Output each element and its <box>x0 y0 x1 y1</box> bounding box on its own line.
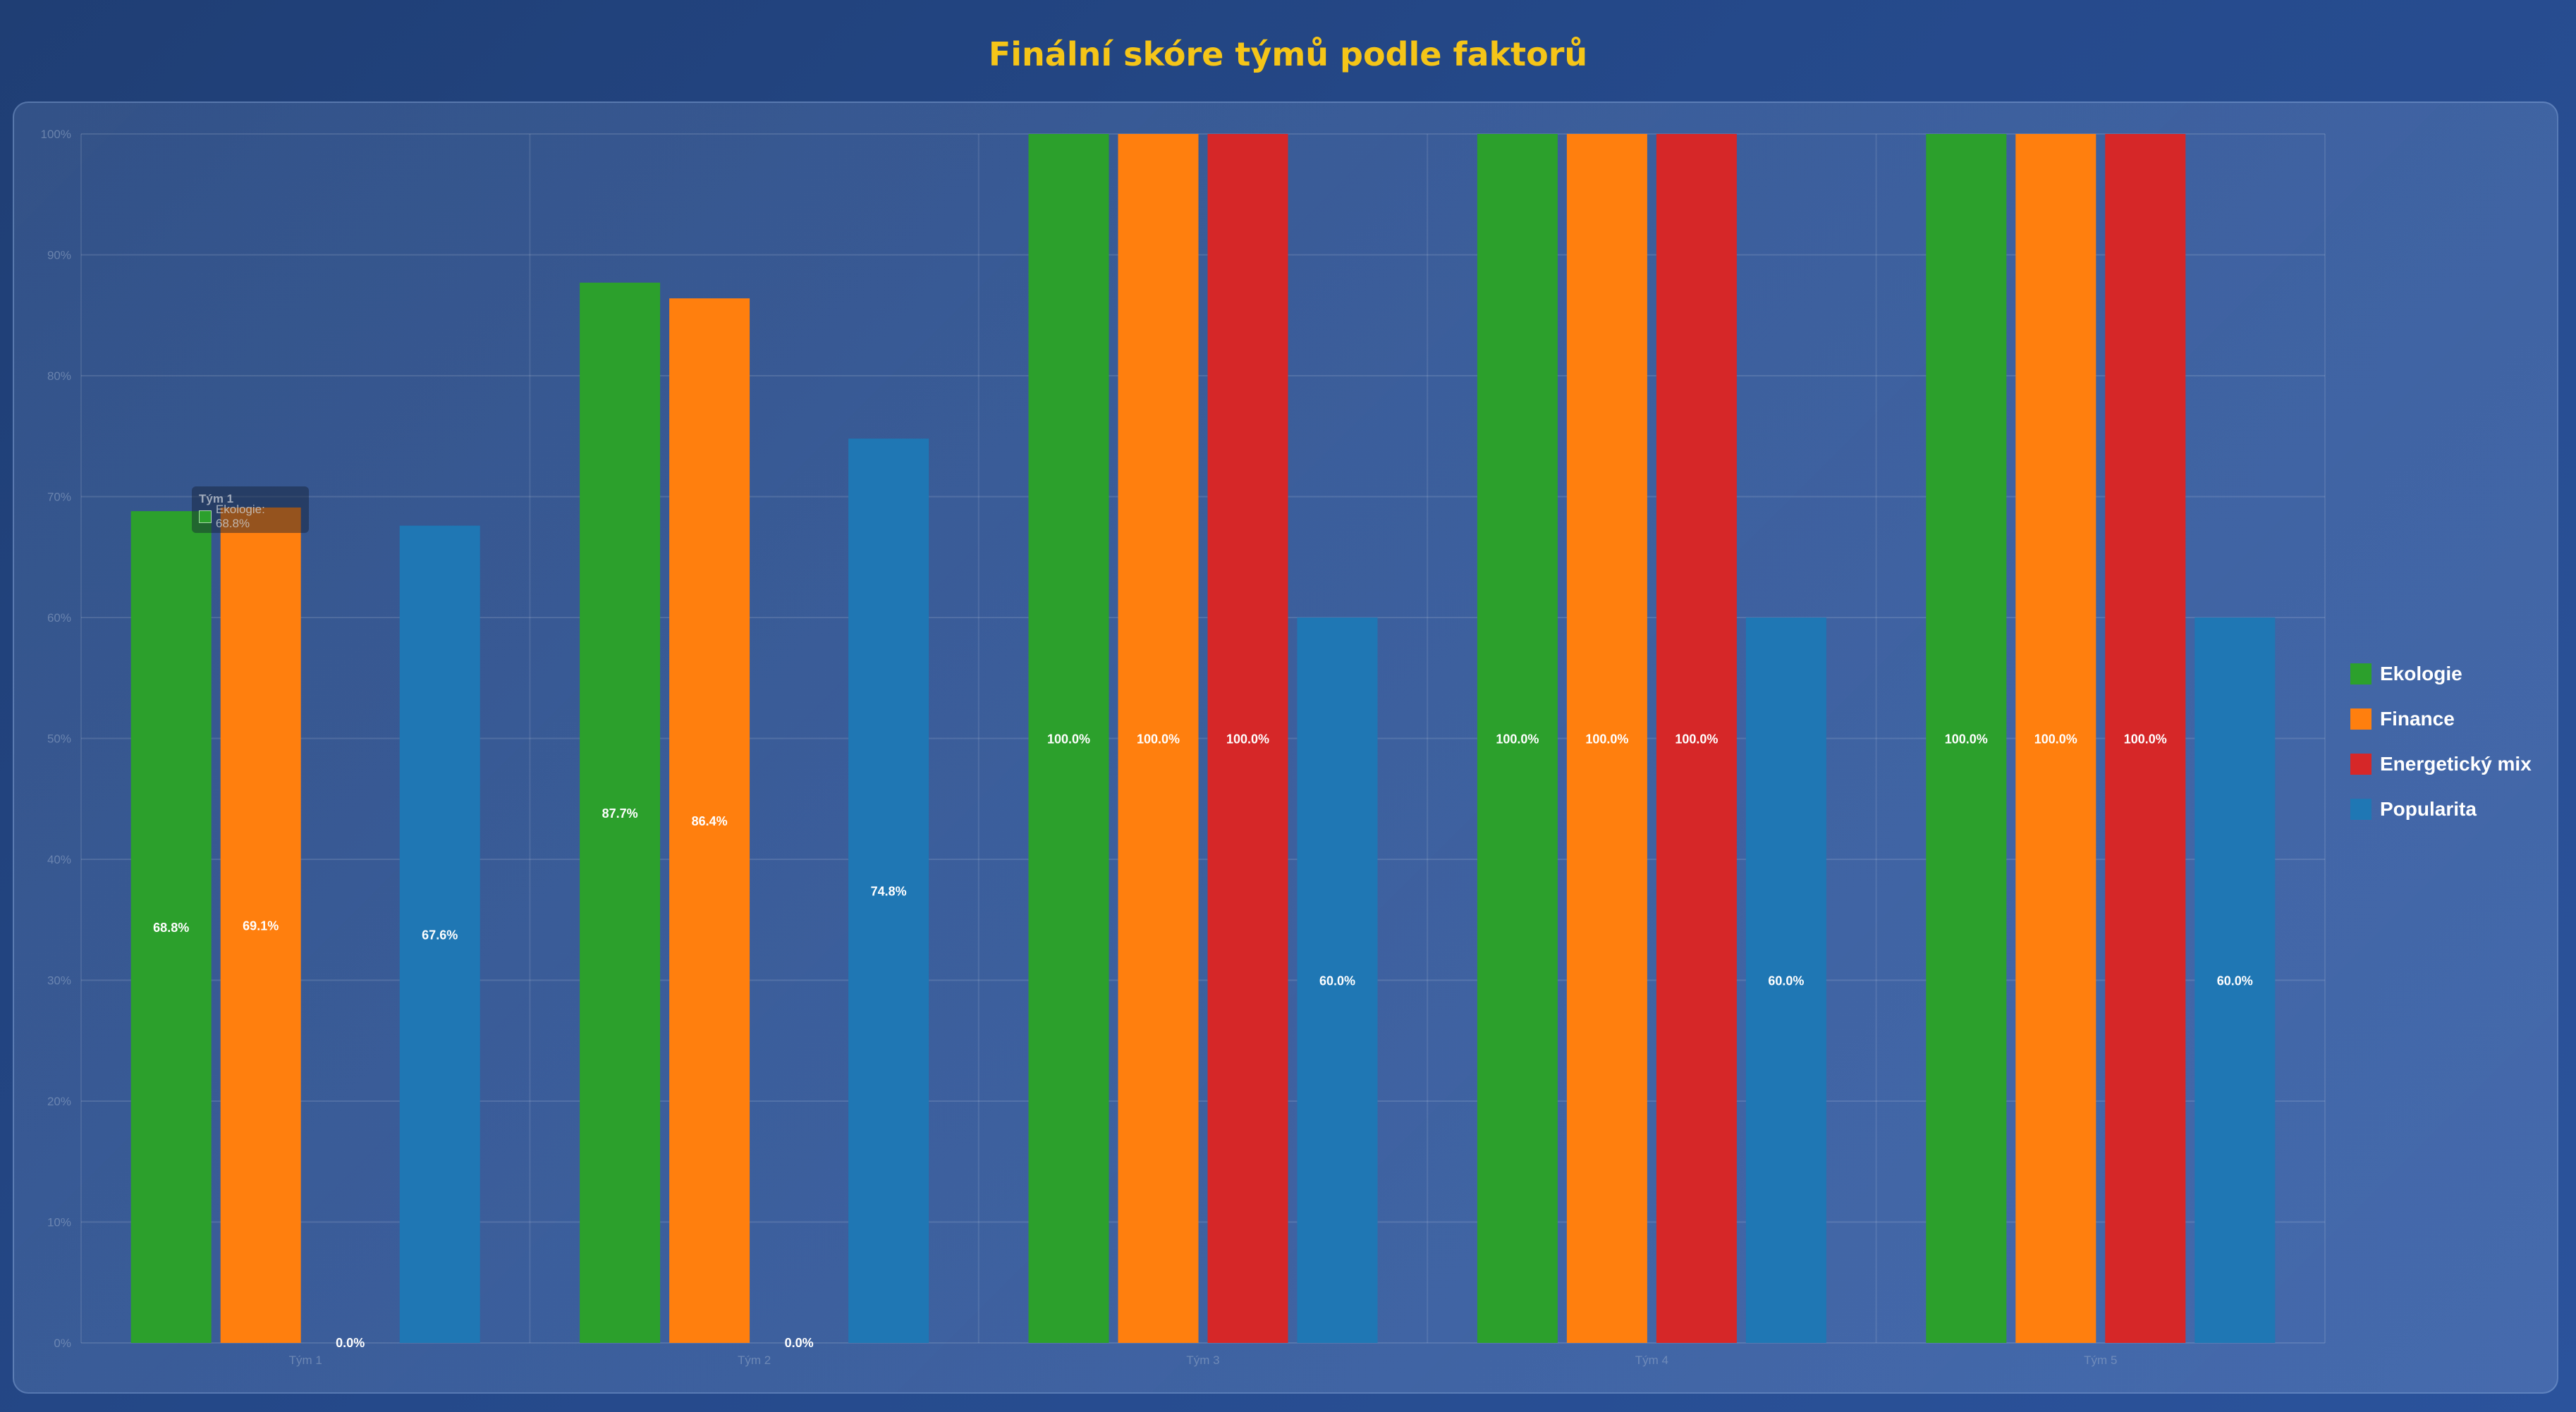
bar <box>2195 618 2276 1343</box>
legend-swatch-energeticky-mix <box>2350 754 2371 775</box>
y-tick-label: 30% <box>47 974 71 988</box>
bar <box>669 298 750 1343</box>
legend-label-energeticky-mix: Energetický mix <box>2380 753 2532 775</box>
bar-value-label: 60.0% <box>1768 974 1804 988</box>
bar <box>399 525 480 1344</box>
bar-value-label: 100.0% <box>1047 732 1090 747</box>
bar-value-label: 74.8% <box>871 885 907 899</box>
bar <box>1477 134 1558 1343</box>
legend-item-energeticky-mix[interactable]: Energetický mix <box>2350 753 2532 775</box>
bar <box>2015 134 2096 1343</box>
tooltip-color-swatch <box>199 510 212 523</box>
legend-item-finance[interactable]: Finance <box>2350 708 2532 730</box>
x-tick-label: Tým 3 <box>1186 1353 1219 1367</box>
legend-item-ekologie[interactable]: Ekologie <box>2350 663 2532 685</box>
bar-value-label: 69.1% <box>243 919 279 933</box>
legend-swatch-ekologie <box>2350 663 2371 684</box>
bar <box>1926 134 2007 1343</box>
bar <box>1297 618 1378 1343</box>
bar <box>1566 134 1647 1343</box>
x-tick-label: Tým 5 <box>2084 1353 2117 1367</box>
x-tick-label: Tým 2 <box>738 1353 771 1367</box>
bar <box>2105 134 2186 1343</box>
bar-value-label: 100.0% <box>2124 732 2167 747</box>
y-tick-label: 70% <box>47 491 71 504</box>
bar-value-label: 68.8% <box>153 921 189 935</box>
chart-tooltip: Tým 1 Ekologie: 68.8% <box>192 486 309 533</box>
y-tick-label: 10% <box>47 1216 71 1229</box>
bar <box>848 438 929 1344</box>
legend-swatch-finance <box>2350 708 2371 730</box>
bar-value-label: 67.6% <box>422 928 458 942</box>
page-title: Finální skóre týmů podle faktorů <box>988 35 1588 73</box>
y-tick-label: 0% <box>54 1337 71 1350</box>
x-tick-label: Tým 1 <box>289 1353 322 1367</box>
bar <box>1118 134 1199 1343</box>
bar <box>1656 134 1737 1343</box>
chart-legend: Ekologie Finance Energetický mix Popular… <box>2350 663 2532 821</box>
bar <box>580 282 661 1343</box>
bar <box>130 511 212 1343</box>
bar-value-label: 100.0% <box>1496 732 1539 747</box>
bar-value-label: 87.7% <box>602 806 638 821</box>
y-tick-label: 40% <box>47 853 71 866</box>
legend-label-finance: Finance <box>2380 708 2455 730</box>
bar-value-label: 100.0% <box>1585 732 1628 747</box>
y-tick-label: 100% <box>41 128 71 141</box>
legend-item-popularita[interactable]: Popularita <box>2350 798 2532 821</box>
y-axis-tick-labels: 0% 10% 20% 30% 40% 50% 60% 70% 80% 90% 100% <box>41 128 71 1350</box>
legend-swatch-popularita <box>2350 799 2371 820</box>
bar-value-label: 0.0% <box>785 1336 814 1350</box>
bar-value-label: 100.0% <box>1137 732 1180 747</box>
bar-value-label: 86.4% <box>692 814 728 828</box>
x-axis-tick-labels: Tým 1 Tým 2 Tým 3 Tým 4 Tým 5 <box>289 1353 2118 1367</box>
bar-value-label: 100.0% <box>2034 732 2077 747</box>
tooltip-title: Tým 1 <box>199 492 234 505</box>
bar-value-label: 60.0% <box>1319 974 1355 988</box>
bar-value-label: 100.0% <box>1945 732 1988 747</box>
bar-value-label: 100.0% <box>1675 732 1718 747</box>
y-tick-label: 80% <box>47 369 71 383</box>
x-tick-label: Tým 4 <box>1635 1353 1668 1367</box>
bars <box>130 134 2276 1344</box>
bar <box>1745 618 1826 1343</box>
bar-value-label: 60.0% <box>2217 974 2253 988</box>
bar-value-labels: 68.8% 69.1% 0.0% 67.6% 87.7% 86.4% 0.0% 74.8% 10… <box>153 732 2253 1351</box>
tooltip-row: Ekologie: 68.8% <box>199 503 302 530</box>
legend-label-popularita: Popularita <box>2380 798 2477 820</box>
bar <box>1028 134 1109 1343</box>
y-tick-label: 60% <box>47 611 71 625</box>
bar-value-label: 100.0% <box>1226 732 1269 747</box>
legend-label-ekologie: Ekologie <box>2380 663 2462 684</box>
bar-value-label: 0.0% <box>336 1336 365 1350</box>
y-tick-label: 50% <box>47 732 71 746</box>
tooltip-text: Ekologie: 68.8% <box>215 503 265 530</box>
y-tick-label: 90% <box>47 249 71 262</box>
y-tick-label: 20% <box>47 1095 71 1108</box>
bar <box>1207 134 1288 1343</box>
bar <box>220 507 301 1343</box>
